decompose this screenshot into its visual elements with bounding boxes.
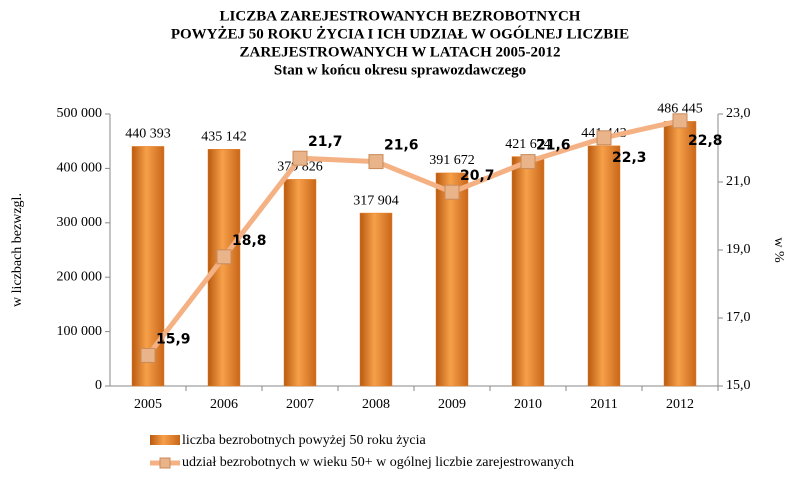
y-tick-label: 300 000 [57, 215, 103, 230]
bar [283, 179, 317, 387]
bar [435, 172, 469, 387]
legend-swatch [150, 435, 180, 445]
bar [359, 212, 393, 387]
x-tick-label: 2012 [666, 397, 694, 412]
line-marker [520, 154, 536, 170]
y2-tick-label: 21,0 [726, 174, 751, 189]
bar-value-label: 317 904 [353, 193, 399, 208]
line [146, 118, 681, 357]
x-tick-label: 2010 [514, 397, 542, 412]
line-value-label: 20,7 [460, 168, 495, 184]
bar [663, 121, 697, 387]
x-tick-label: 2006 [210, 397, 238, 412]
legend-label: udział bezrobotnych w wieku 50+ w ogólne… [182, 455, 574, 470]
line-marker [368, 154, 384, 170]
line-value-label: 21,6 [384, 138, 419, 154]
line-value-label: 22,8 [688, 133, 723, 149]
bar-value-label: 391 672 [429, 153, 475, 168]
line-marker [216, 249, 232, 265]
y-tick-label: 500 000 [57, 106, 103, 121]
x-tick-label: 2008 [362, 397, 390, 412]
y-tick-label: 400 000 [57, 161, 103, 176]
legend-swatch [159, 457, 171, 469]
line-value-label: 21,7 [308, 134, 343, 150]
bar-value-label: 440 393 [125, 127, 171, 142]
bar [587, 145, 621, 387]
y2-tick-label: 19,0 [726, 242, 751, 257]
legend-label: liczba bezrobotnych powyżej 50 roku życi… [182, 433, 427, 448]
bar-value-label: 435 142 [201, 130, 247, 145]
line-value-label: 22,3 [612, 150, 647, 166]
bar [131, 146, 165, 387]
y-axis-label: w liczbach bezwzgl. [10, 193, 25, 307]
bar [511, 156, 545, 387]
y-tick-label: 0 [95, 378, 102, 393]
y2-tick-label: 23,0 [726, 106, 751, 121]
y2-tick-label: 15,0 [726, 378, 751, 393]
y2-axis-label: w % [771, 237, 786, 263]
bar-value-label: 421 674 [505, 137, 551, 152]
line-marker [292, 150, 308, 166]
line-marker [444, 184, 460, 200]
x-tick-label: 2009 [438, 397, 466, 412]
bar-value-label: 486 445 [657, 102, 703, 117]
line-marker [596, 130, 612, 146]
line-marker [672, 113, 688, 129]
x-tick-label: 2011 [590, 397, 617, 412]
line-marker [140, 347, 156, 363]
line-value-label: 21,6 [536, 138, 571, 154]
chart-subtitle: Stan w końcu okresu sprawozdawczego [274, 62, 526, 78]
y-tick-label: 100 000 [57, 324, 103, 339]
chart-title: LICZBA ZAREJESTROWANYCH BEZROBOTNYCH [220, 8, 581, 24]
x-tick-label: 2005 [134, 397, 162, 412]
x-tick-label: 2007 [286, 397, 314, 412]
line-value-label: 15,9 [156, 331, 191, 347]
y-tick-label: 200 000 [57, 269, 103, 284]
chart-title: ZAREJESTROWANYCH W LATACH 2005-2012 [239, 44, 560, 60]
line-value-label: 18,8 [232, 233, 267, 249]
chart-title: POWYŻEJ 50 ROKU ŻYCIA I ICH UDZIAŁ W OGÓ… [171, 25, 629, 42]
y2-tick-label: 17,0 [726, 310, 751, 325]
